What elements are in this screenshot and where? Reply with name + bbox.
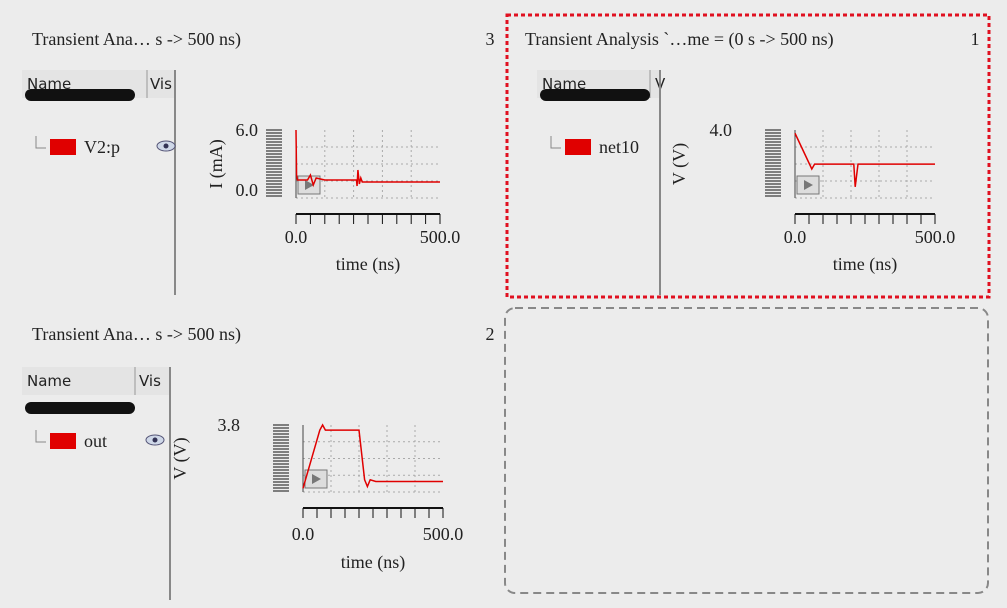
play-icon (312, 474, 321, 484)
column-header[interactable]: Vis (150, 75, 172, 93)
panel-number: 3 (486, 29, 495, 49)
panel-number: 2 (486, 324, 495, 344)
signal-name[interactable]: V2:p (84, 137, 120, 157)
panel-title: Transient Ana… s -> 500 ns) (32, 324, 241, 345)
y-tick-label: 0.0 (236, 180, 259, 200)
tree-connector (35, 136, 46, 149)
panel-number: 1 (971, 29, 980, 49)
x-tick-label: 0.0 (784, 227, 807, 247)
panel-title: Transient Analysis `…me = (0 s -> 500 ns… (525, 29, 834, 50)
column-header[interactable]: Name (542, 75, 586, 93)
y-tick-label: 6.0 (236, 120, 259, 140)
waveform (295, 129, 440, 188)
waveform (794, 132, 935, 187)
y-axis-label: V (V) (170, 437, 191, 479)
eye-pupil (152, 437, 158, 443)
waveform (302, 423, 443, 489)
tree-connector (35, 430, 46, 443)
empty-panel[interactable] (504, 307, 989, 594)
play-icon (305, 180, 314, 190)
signal-swatch (50, 433, 76, 449)
y-axis-label: I (mA) (206, 139, 227, 188)
redacted-bar (540, 89, 650, 101)
x-tick-label: 0.0 (285, 227, 308, 247)
signal-name[interactable]: net10 (599, 137, 639, 157)
signal-swatch (50, 139, 76, 155)
y-tick-label: 3.8 (218, 415, 241, 435)
redacted-bar (25, 402, 135, 414)
x-axis-label: time (ns) (833, 254, 898, 275)
column-header[interactable]: Name (27, 75, 71, 93)
x-tick-label: 500.0 (423, 524, 464, 544)
eye-pupil (163, 143, 169, 149)
x-tick-label: 500.0 (915, 227, 956, 247)
column-header[interactable]: Vis (139, 372, 161, 390)
signal-swatch (565, 139, 591, 155)
y-axis-label: V (V) (669, 143, 690, 185)
x-axis-label: time (ns) (341, 552, 406, 573)
x-tick-label: 500.0 (420, 227, 461, 247)
list-header (22, 367, 170, 395)
column-header[interactable]: Name (27, 372, 71, 390)
selected-panel-border (505, 13, 991, 299)
y-tick-label: 4.0 (710, 120, 733, 140)
x-axis-label: time (ns) (336, 254, 401, 275)
panel-title: Transient Ana… s -> 500 ns) (32, 29, 241, 50)
play-icon (804, 180, 813, 190)
tree-connector (550, 136, 561, 149)
x-tick-label: 0.0 (292, 524, 315, 544)
redacted-bar (25, 89, 135, 101)
signal-name[interactable]: out (84, 431, 107, 451)
